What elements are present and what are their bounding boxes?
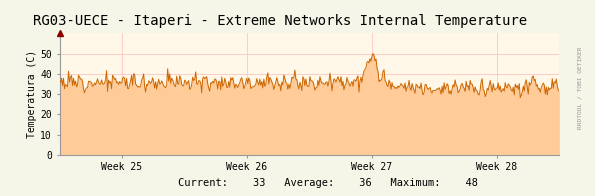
Y-axis label: Temperatura (C): Temperatura (C) [27,50,37,138]
Text: RG03-UECE - Itaperi - Extreme Networks Internal Temperature: RG03-UECE - Itaperi - Extreme Networks I… [33,14,527,28]
Text: RRDTOOL / TOBI OETIKER: RRDTOOL / TOBI OETIKER [578,47,583,129]
Text: Current:    33   Average:    36   Maximum:    48: Current: 33 Average: 36 Maximum: 48 [178,178,478,188]
